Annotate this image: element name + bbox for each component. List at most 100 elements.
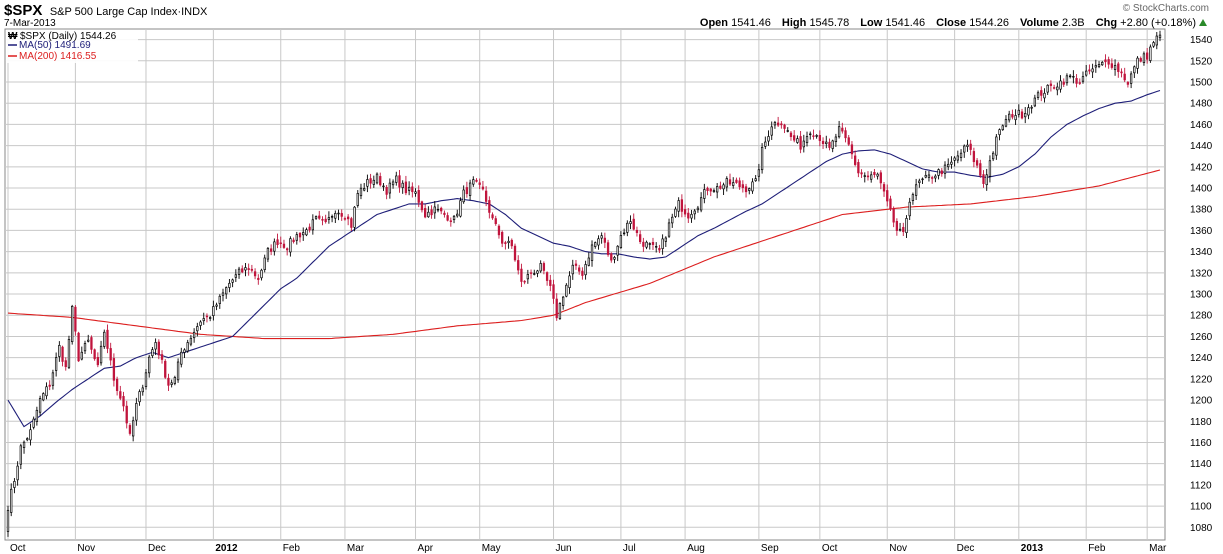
- low-label: Low: [860, 17, 883, 29]
- candle: [311, 214, 314, 235]
- candle: [683, 204, 687, 217]
- candle: [722, 182, 725, 195]
- chart-title: $SPX S&P 500 Large Cap Index·INDX: [4, 2, 208, 19]
- volume-label: Volume: [1020, 17, 1059, 29]
- x-tick-label: Feb: [1088, 543, 1106, 554]
- y-tick-label: 1480: [1190, 99, 1213, 110]
- candle: [340, 209, 343, 221]
- candle: [26, 437, 29, 442]
- x-tick-label: Mar: [347, 543, 365, 554]
- candle: [13, 478, 16, 494]
- candle: [234, 269, 237, 282]
- y-tick-label: 1520: [1190, 56, 1213, 67]
- candle: [943, 161, 947, 179]
- candle: [542, 261, 546, 275]
- candle: [709, 187, 712, 197]
- legend-ma200: MA(200) 1416.55: [19, 51, 97, 62]
- y-tick-label: 1160: [1190, 438, 1212, 449]
- candle: [914, 178, 918, 201]
- candle: [1069, 73, 1072, 79]
- y-tick-label: 1220: [1190, 374, 1213, 385]
- candle: [225, 286, 228, 299]
- candle: [449, 217, 452, 227]
- candle: [1027, 104, 1030, 120]
- candle: [517, 255, 520, 275]
- chg-value: +2.80 (+0.18%): [1120, 17, 1196, 29]
- low-value: 1541.46: [885, 17, 926, 29]
- candle: [1081, 71, 1085, 84]
- candle: [629, 215, 632, 230]
- candle: [834, 133, 838, 147]
- candle: [382, 183, 385, 191]
- legend-box: [6, 30, 138, 63]
- candle: [64, 357, 67, 371]
- candle: [735, 177, 738, 184]
- candle: [693, 208, 696, 220]
- candle: [924, 170, 927, 179]
- candle: [812, 129, 815, 140]
- candle: [314, 215, 318, 220]
- candle: [491, 212, 494, 220]
- candle: [921, 177, 924, 185]
- candle: [417, 185, 420, 208]
- candle: [488, 196, 491, 219]
- candle: [292, 237, 295, 244]
- candle: [35, 406, 39, 426]
- candle: [1139, 56, 1142, 63]
- x-tick-label: Jul: [623, 543, 636, 554]
- candle: [619, 231, 623, 249]
- candle: [991, 151, 995, 162]
- candle: [963, 144, 966, 158]
- candle: [552, 279, 555, 304]
- candle: [212, 300, 215, 321]
- candle: [497, 224, 501, 239]
- y-tick-label: 1360: [1190, 226, 1213, 237]
- candle: [1107, 56, 1110, 69]
- candle: [260, 268, 263, 281]
- candle: [510, 238, 513, 249]
- candle: [818, 130, 822, 147]
- candle: [645, 240, 648, 250]
- candle: [257, 274, 260, 285]
- candle: [789, 130, 793, 141]
- candle: [295, 231, 298, 245]
- candle: [616, 245, 619, 262]
- candle: [135, 397, 138, 426]
- candle: [1033, 94, 1037, 108]
- candles-layer: [6, 30, 1162, 537]
- candle: [131, 416, 135, 442]
- candle: [760, 143, 764, 174]
- candle: [228, 278, 231, 293]
- candle: [1078, 78, 1081, 85]
- candle: [215, 302, 218, 311]
- candle: [764, 136, 767, 150]
- candle: [1059, 75, 1062, 93]
- candle: [1088, 64, 1091, 75]
- candle: [289, 236, 292, 257]
- candle: [308, 223, 311, 233]
- candle: [857, 159, 860, 178]
- y-tick-label: 1080: [1190, 523, 1213, 534]
- legend: ₩ $SPX (Daily) 1544.26 MA(50) 1491.69 MA…: [6, 30, 138, 63]
- candle: [918, 178, 921, 188]
- candle: [876, 172, 879, 180]
- candle: [969, 139, 972, 156]
- candle: [825, 135, 828, 149]
- candle: [176, 358, 180, 383]
- candle: [757, 163, 761, 182]
- candle: [587, 252, 590, 267]
- candle: [209, 315, 212, 322]
- candle: [359, 183, 363, 200]
- candle: [793, 130, 796, 143]
- y-tick-label: 1540: [1190, 35, 1213, 46]
- candle: [1040, 86, 1043, 102]
- candle: [988, 155, 992, 183]
- candle: [1072, 70, 1075, 84]
- y-tick-label: 1260: [1190, 332, 1213, 343]
- candle: [571, 259, 574, 280]
- y-tick-label: 1400: [1190, 184, 1213, 195]
- x-axis: Oct Nov Dec 2012 Feb Mar Apr May Jun Jul Aug Sep Oct…: [10, 543, 1167, 554]
- candle: [892, 206, 895, 228]
- candle: [1036, 90, 1040, 100]
- candle: [391, 179, 395, 189]
